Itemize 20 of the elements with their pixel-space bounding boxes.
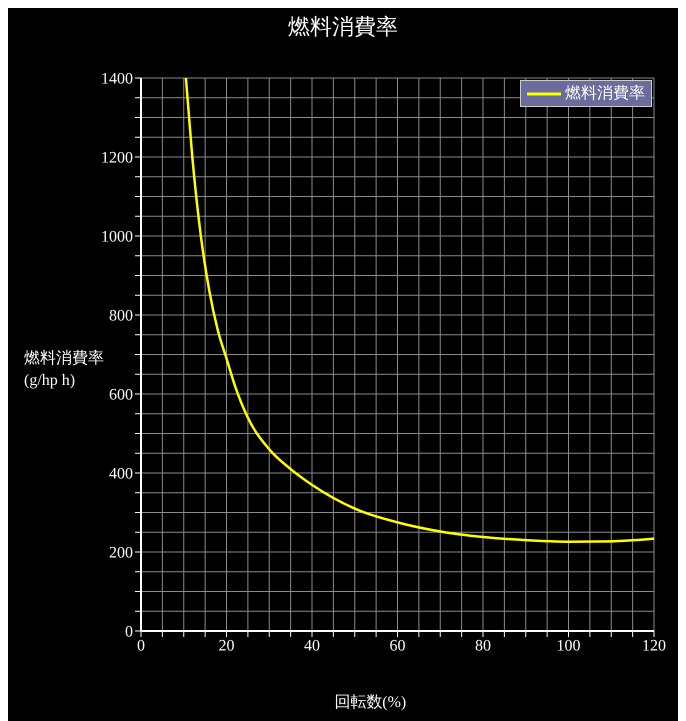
y-tick-label: 0 (125, 624, 133, 641)
y-tick-label: 600 (109, 386, 133, 404)
line-series (184, 78, 654, 543)
legend-label: 燃料消費率 (564, 84, 645, 104)
y-tick-label: 1000 (101, 228, 133, 246)
x-tick-label: 100 (556, 637, 580, 654)
chart-title: 燃料消費率 (287, 13, 399, 41)
x-tick-label: 20 (218, 637, 234, 654)
y-tick-label: 800 (109, 308, 133, 325)
x-tick-label: 0 (137, 637, 145, 654)
y-tick-label: 1200 (101, 150, 133, 167)
x-axis-title: 回転数(%) (333, 693, 408, 713)
x-tick-label: 40 (304, 637, 320, 654)
y-axis-title: 燃料消費率 (g/hp h) (24, 348, 104, 391)
x-tick-label: 80 (475, 637, 491, 654)
y-tick-label: 200 (109, 544, 133, 562)
y-tick-label: 400 (109, 466, 133, 483)
x-tick-label: 60 (390, 637, 406, 654)
x-tick-label: 120 (642, 637, 666, 654)
y-tick-label: 1400 (101, 70, 133, 88)
